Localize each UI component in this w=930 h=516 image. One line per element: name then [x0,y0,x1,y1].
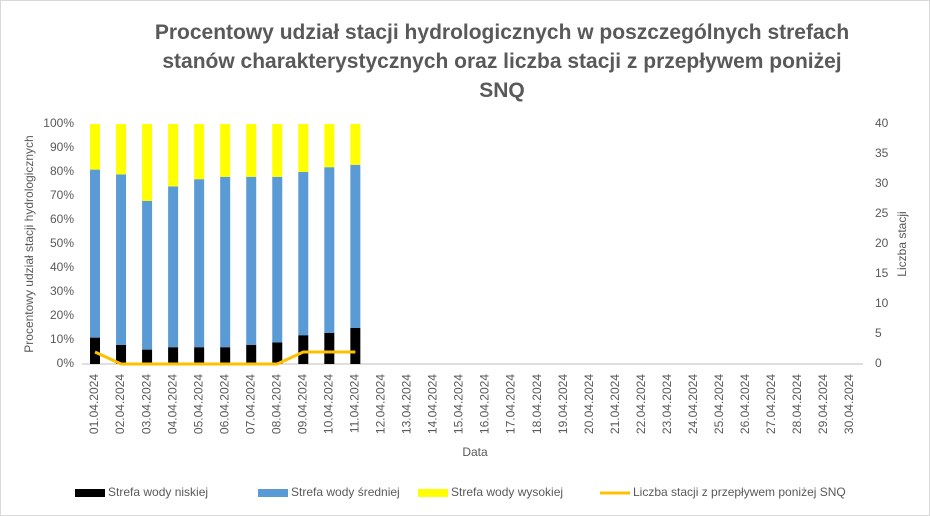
x-axis-label: Data [462,445,488,459]
x-tick-label: 28.04.2024 [790,374,804,434]
x-tick-label: 20.04.2024 [582,374,596,434]
x-tick-label: 06.04.2024 [217,374,231,434]
x-tick-label: 11.04.2024 [348,374,362,433]
x-tick-label: 23.04.2024 [660,374,674,434]
x-tick-label: 29.04.2024 [816,374,830,434]
x-tick-label: 04.04.2024 [165,374,179,434]
x-tick-label: 27.04.2024 [764,374,778,434]
bar-segment [298,335,309,364]
bar-segment [246,176,257,345]
bar-segment [246,344,257,364]
x-tick-label: 03.04.2024 [139,374,153,434]
bar-segment [350,164,361,328]
chart-title: Procentowy udział stacji hydrologicznych… [154,21,850,102]
y-tick-label: 100% [43,116,74,130]
y2-tick-label: 25 [875,206,889,220]
bar-segment [220,347,231,364]
legend-swatch [75,489,105,497]
y-tick-label: 80% [50,164,74,178]
y-tick-label: 90% [50,140,74,154]
bar-segment [168,347,179,364]
y2-tick-label: 35 [875,146,889,160]
bar-segment [220,124,231,177]
bar-segment [324,332,335,364]
legend-label: Liczba stacji z przepływem poniżej SNQ [633,485,846,499]
bar-segment [142,124,153,201]
x-tick-label: 12.04.2024 [374,374,388,434]
bar-segment [90,337,101,364]
bar-segment [272,342,283,364]
x-tick-label: 21.04.2024 [608,374,622,434]
y-tick-label: 10% [50,332,74,346]
bar-segment [168,186,179,348]
bar-segment [142,200,153,350]
y2-axis-label: Liczba stacji [895,211,909,276]
bar-segment [116,174,127,345]
bar-segment [324,167,335,333]
legend-swatch [418,489,448,497]
bar-segment [324,124,335,168]
bar-segment [194,347,205,364]
x-tick-label: 08.04.2024 [269,374,283,434]
x-tick-label: 01.04.2024 [87,374,101,434]
y-tick-label: 0% [57,356,75,370]
x-tick-label: 30.04.2024 [842,374,856,434]
y-tick-label: 50% [50,236,74,250]
legend-label: Strefa wody średniej [291,485,400,499]
bar-segment [116,344,127,364]
x-tick-label: 18.04.2024 [530,374,544,434]
y-tick-label: 60% [50,212,74,226]
legend-label: Strefa wody wysokiej [451,485,563,499]
bar-segment [142,349,153,364]
y2-tick-label: 30 [875,176,889,190]
bar-segment [272,124,283,177]
y-tick-label: 20% [50,308,74,322]
y-tick-label: 70% [50,188,74,202]
bar-segment [350,124,361,165]
y2-tick-label: 40 [875,116,889,130]
bar-segment [246,124,257,177]
x-tick-label: 25.04.2024 [712,374,726,434]
bar-segment [90,124,101,170]
x-tick-label: 19.04.2024 [556,374,570,434]
y2-tick-label: 15 [875,266,889,280]
x-tick-label: 24.04.2024 [686,374,700,434]
bar-segment [298,124,309,172]
bar-segment [194,179,205,348]
bar-segment [272,176,283,343]
y2-tick-label: 20 [875,236,889,250]
bar-segment [298,172,309,336]
line-series [94,350,356,366]
bar-segment [90,169,101,338]
x-tick-label: 05.04.2024 [191,374,205,434]
x-tick-label: 17.04.2024 [504,374,518,434]
x-tick-label: 13.04.2024 [400,374,414,434]
x-tick-label: 10.04.2024 [321,374,335,434]
bar-segment [194,124,205,180]
y-axis-label: Procentowy udział stacji hydrologicznych [22,135,36,352]
x-tick-label: 26.04.2024 [738,374,752,434]
y-tick-label: 30% [50,284,74,298]
y2-tick-label: 0 [875,356,882,370]
y2-tick-label: 10 [875,296,889,310]
legend-swatch [258,489,288,497]
x-tick-label: 14.04.2024 [426,374,440,434]
y2-tick-label: 5 [875,326,882,340]
x-tick-label: 02.04.2024 [113,374,127,434]
bar-segment [350,328,361,364]
x-tick-label: 15.04.2024 [452,374,466,434]
x-tick-label: 16.04.2024 [478,374,492,434]
bar-segment [168,124,179,187]
legend-label: Strefa wody niskiej [108,485,208,499]
x-tick-label: 22.04.2024 [634,374,648,434]
bar-segment [220,176,231,348]
x-tick-label: 09.04.2024 [295,374,309,434]
x-tick-label: 07.04.2024 [243,374,257,434]
bar-segment [116,124,127,175]
y-tick-label: 40% [50,260,74,274]
